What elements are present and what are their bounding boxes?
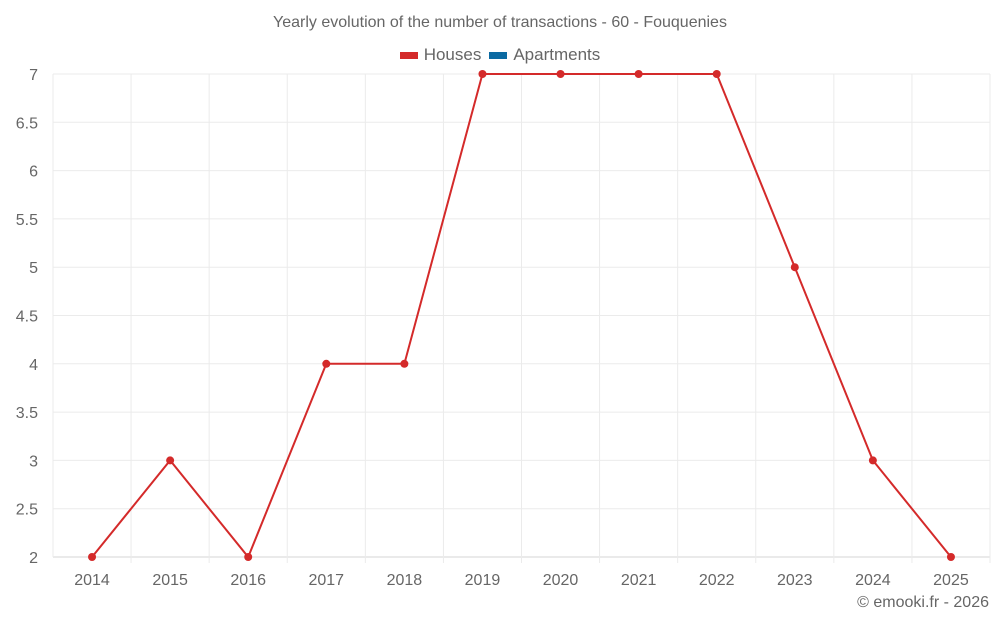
apartments-swatch-icon <box>489 51 508 59</box>
x-tick-label: 2017 <box>308 572 344 589</box>
y-tick-label: 7 <box>29 67 38 84</box>
legend-label-apartments: Apartments <box>513 45 601 64</box>
data-point[interactable] <box>478 70 487 78</box>
y-tick-label: 6.5 <box>16 115 38 132</box>
legend-item-apartments[interactable]: Apartments <box>489 45 600 65</box>
data-point[interactable] <box>790 263 799 272</box>
chart-legend: Houses Apartments <box>0 45 1000 65</box>
x-tick-label: 2015 <box>152 572 188 589</box>
y-tick-label: 2 <box>29 550 38 567</box>
grid-lines <box>52 73 991 563</box>
data-point[interactable] <box>166 456 175 465</box>
y-tick-label: 5.5 <box>16 212 38 229</box>
copyright-credit: © emooki.fr - 2026 <box>857 594 989 611</box>
y-tick-label: 5 <box>29 260 38 277</box>
data-point[interactable] <box>400 359 409 368</box>
x-tick-label: 2018 <box>387 572 423 589</box>
chart-title: Yearly evolution of the number of transa… <box>273 14 727 31</box>
data-point[interactable] <box>868 456 877 465</box>
x-tick-label: 2024 <box>855 572 891 589</box>
y-tick-label: 3 <box>29 453 38 470</box>
y-tick-label: 4 <box>29 357 38 374</box>
x-tick-label: 2025 <box>933 572 969 589</box>
x-tick-label: 2019 <box>465 572 501 589</box>
x-tick-label: 2020 <box>543 572 579 589</box>
data-point[interactable] <box>946 553 955 561</box>
x-tick-label: 2014 <box>74 572 110 589</box>
y-tick-label: 6 <box>29 164 38 181</box>
legend-label-houses: Houses <box>423 45 482 64</box>
data-point[interactable] <box>556 70 565 78</box>
data-series <box>88 70 955 561</box>
series-line-houses <box>91 73 952 559</box>
data-point[interactable] <box>322 359 331 368</box>
data-point[interactable] <box>244 553 253 561</box>
x-tick-label: 2023 <box>777 572 813 589</box>
x-tick-label: 2016 <box>230 572 266 589</box>
data-point[interactable] <box>634 70 643 78</box>
y-tick-label: 3.5 <box>16 405 38 422</box>
legend-item-houses[interactable]: Houses <box>399 45 482 65</box>
houses-swatch-icon <box>399 51 418 59</box>
data-point[interactable] <box>712 70 721 78</box>
x-axis: 2014 2015 2016 2017 2018 2019 2020 2021 2022 2023… <box>74 572 969 589</box>
y-axis: 2 2.5 3 3.5 4 4.5 5 5.5 6 6.5 7 <box>16 67 38 567</box>
y-tick-label: 4.5 <box>16 309 38 326</box>
y-tick-label: 2.5 <box>16 502 38 519</box>
x-tick-label: 2021 <box>621 572 657 589</box>
x-tick-label: 2022 <box>699 572 735 589</box>
data-point[interactable] <box>88 553 97 561</box>
